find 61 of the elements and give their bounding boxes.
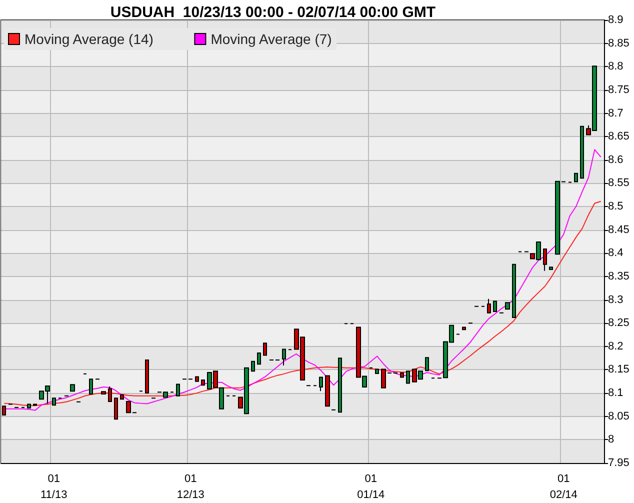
chart-title: USDUAH 10/23/13 00:00 - 02/07/14 00:00 GMT <box>110 4 436 21</box>
candlestick <box>120 394 124 400</box>
candlestick <box>101 391 106 394</box>
candlestick <box>282 348 286 366</box>
y-tick-label: 8.85 <box>608 37 630 50</box>
y-tick-label: 8.15 <box>608 364 630 376</box>
candlestick <box>114 398 118 420</box>
x-tick-label: 01 11/13 <box>40 473 68 501</box>
x-tick-label: 01 02/14 <box>550 473 578 501</box>
y-tick-label: 8.25 <box>608 317 630 330</box>
y-tick-label: 8.3 <box>608 294 624 306</box>
candlestick <box>406 370 410 384</box>
y-tick-label: 8.65 <box>608 130 630 143</box>
y-tick-label: 8.45 <box>608 224 630 236</box>
x-tick-label: 01 01/14 <box>357 473 385 501</box>
x-tick-label: 01 12/13 <box>176 473 204 501</box>
y-tick-label: 8.9 <box>608 14 624 26</box>
candlestick <box>425 357 429 372</box>
y-tick-label: 8.05 <box>608 410 630 422</box>
y-tick-label: 8.1 <box>608 387 624 400</box>
candlestick <box>549 266 553 270</box>
y-tick-label: 8.2 <box>608 340 624 352</box>
candlestick <box>375 368 379 374</box>
candlestick <box>52 398 56 406</box>
candlestick <box>27 404 31 408</box>
candlestick <box>325 375 330 407</box>
candlestick <box>462 326 466 330</box>
candlestick <box>195 376 199 382</box>
line-series <box>4 149 602 411</box>
candlestick <box>70 384 75 392</box>
y-tick-label: 8.4 <box>608 247 624 260</box>
line-series <box>4 200 602 406</box>
candlestick <box>201 379 205 386</box>
candlestick <box>251 360 255 372</box>
y-tick-label: 7.95 <box>608 457 630 469</box>
candlestick <box>487 298 491 314</box>
candlestick <box>580 126 584 179</box>
candlestick <box>145 359 149 394</box>
candlestick <box>89 378 93 394</box>
candlestick <box>400 372 404 378</box>
candlestick <box>319 376 323 392</box>
candlestick <box>512 264 516 318</box>
candlestick <box>574 172 578 182</box>
y-tick-label: 8.6 <box>608 154 624 166</box>
candlestick <box>505 302 510 310</box>
candlestick <box>543 248 547 272</box>
y-tick-label: 8.5 <box>608 200 624 213</box>
y-tick-label: 8.7 <box>608 107 624 120</box>
y-tick-label: 8 <box>608 434 614 446</box>
candlestick <box>338 358 342 413</box>
candlestick <box>108 386 112 402</box>
candlestick <box>263 342 267 356</box>
legend-label: Moving Average (14) <box>24 31 154 47</box>
y-tick-label: 8.75 <box>608 84 630 96</box>
y-tick-label: 8.8 <box>608 60 624 73</box>
candlestick <box>176 384 180 396</box>
candlestick <box>493 300 497 312</box>
legend-label: Moving Average (7) <box>210 31 332 47</box>
y-tick-label: 8.55 <box>608 177 630 190</box>
candlestick <box>257 352 261 365</box>
y-tick-label: 8.35 <box>608 270 630 282</box>
